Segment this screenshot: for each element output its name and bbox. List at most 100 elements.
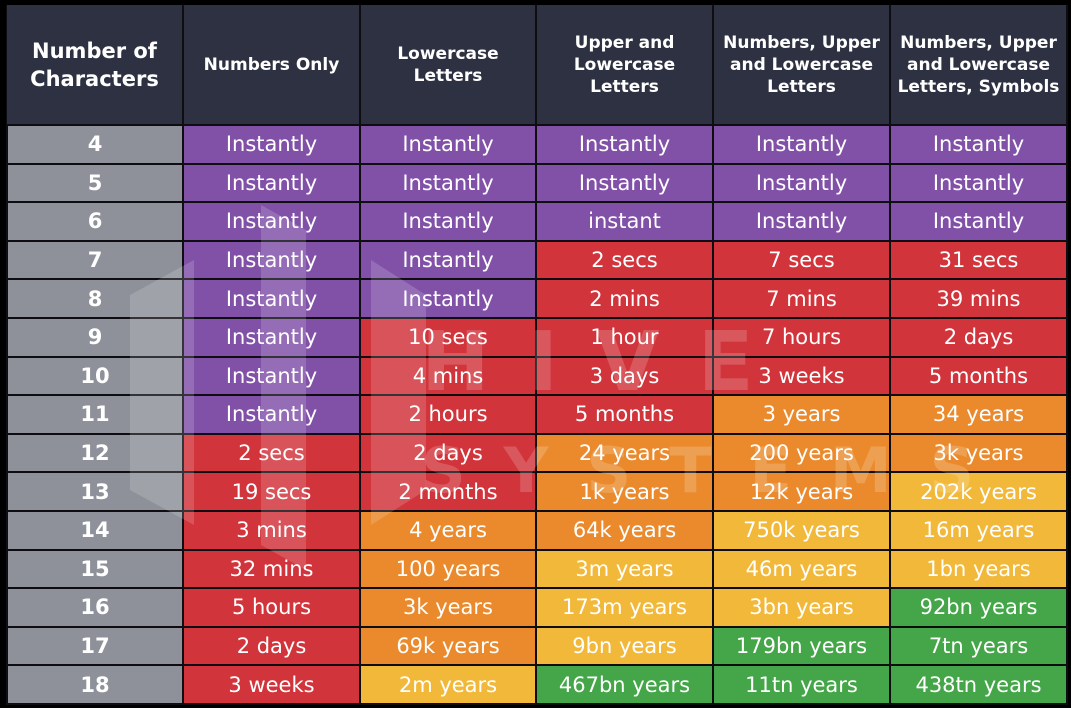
crack-time-cell: Instantly (712, 124, 891, 165)
crack-time-cell: 7 hours (712, 316, 891, 358)
crack-time-cell: 2 hours (359, 394, 537, 435)
character-count-cell: 17 (6, 625, 184, 667)
crack-time-cell: 3 weeks (182, 664, 361, 705)
crack-time-cell: Instantly (359, 278, 537, 319)
column-header: Upper and Lowercase Letters (536, 5, 714, 125)
crack-time-cell: 2 days (359, 432, 537, 474)
character-count-cell: 8 (6, 278, 184, 319)
crack-time-cell: 5 hours (182, 587, 361, 628)
crack-time-cell: 1k years (535, 471, 714, 512)
crack-time-cell: 69k years (359, 625, 537, 667)
character-count-cell: 16 (6, 587, 184, 628)
crack-time-cell: 2 days (889, 316, 1068, 358)
table-row: 10 Instantly 4 mins 3 days 3 weeks 5 months (6, 355, 1068, 397)
crack-time-cell: 1bn years (889, 548, 1068, 590)
crack-time-cell: 12k years (712, 471, 891, 512)
crack-time-cell: 64k years (535, 509, 714, 551)
crack-time-cell: 39 mins (889, 278, 1068, 319)
crack-time-cell: 3 years (712, 394, 891, 435)
crack-time-cell: 179bn years (712, 625, 891, 667)
character-count-cell: 4 (6, 124, 184, 165)
table-row: 8 Instantly Instantly 2 mins 7 mins 39 mins (6, 278, 1068, 319)
crack-time-cell: Instantly (535, 124, 714, 165)
crack-time-cell: 1 hour (535, 316, 714, 358)
table-row: 4 Instantly Instantly Instantly Instantly Ins… (6, 124, 1068, 165)
crack-time-cell: 2 secs (182, 432, 361, 474)
crack-time-cell: 46m years (712, 548, 891, 590)
crack-time-cell: 24 years (535, 432, 714, 474)
character-count-cell: 18 (6, 664, 184, 705)
crack-time-cell: 32 mins (182, 548, 361, 590)
table-row: 14 3 mins 4 years 64k years 750k years 16m ye… (6, 509, 1068, 551)
table-row: 18 3 weeks 2m years 467bn years 11tn years 43… (6, 664, 1068, 705)
character-count-cell: 13 (6, 471, 184, 512)
table-row: 16 5 hours 3k years 173m years 3bn years 92bn… (6, 587, 1068, 628)
crack-time-cell: 467bn years (535, 664, 714, 705)
row-header-label: Number of Characters (7, 5, 184, 125)
crack-time-cell: 4 mins (359, 355, 537, 397)
crack-time-cell: 5 months (889, 355, 1068, 397)
character-count-cell: 6 (6, 201, 184, 242)
crack-time-cell: 7 secs (712, 239, 891, 281)
crack-time-cell: Instantly (359, 201, 537, 242)
crack-time-cell: 7 mins (712, 278, 891, 319)
character-count-cell: 5 (6, 162, 184, 204)
crack-time-cell: Instantly (359, 162, 537, 204)
character-count-cell: 11 (6, 394, 184, 435)
password-table: Number of Characters Numbers Only Lowerc… (6, 5, 1068, 705)
crack-time-cell: Instantly (182, 124, 361, 165)
crack-time-cell: 3m years (535, 548, 714, 590)
crack-time-cell: 2 mins (535, 278, 714, 319)
crack-time-cell: 3 days (535, 355, 714, 397)
crack-time-cell: Instantly (712, 162, 891, 204)
crack-time-cell: 200 years (712, 432, 891, 474)
table-body: 4 Instantly Instantly Instantly Instantly Ins… (6, 124, 1068, 705)
crack-time-cell: Instantly (535, 162, 714, 204)
crack-time-cell: 34 years (889, 394, 1068, 435)
character-count-cell: 10 (6, 355, 184, 397)
crack-time-cell: Instantly (889, 201, 1068, 242)
table-row: 15 32 mins 100 years 3m years 46m years 1bn y… (6, 548, 1068, 590)
crack-time-cell: 16m years (889, 509, 1068, 551)
crack-time-cell: 3k years (359, 587, 537, 628)
character-count-cell: 15 (6, 548, 184, 590)
crack-time-cell: 2m years (359, 664, 537, 705)
character-count-cell: 9 (6, 316, 184, 358)
character-count-cell: 12 (6, 432, 184, 474)
column-header: Numbers Only (183, 5, 361, 125)
crack-time-cell: 4 years (359, 509, 537, 551)
crack-time-cell: 2 secs (535, 239, 714, 281)
crack-time-cell: 3 mins (182, 509, 361, 551)
crack-time-cell: 19 secs (182, 471, 361, 512)
crack-time-cell: 202k years (889, 471, 1068, 512)
crack-time-cell: 2 days (182, 625, 361, 667)
table-row: 9 Instantly 10 secs 1 hour 7 hours 2 days (6, 316, 1068, 358)
table-row: 13 19 secs 2 months 1k years 12k years 202k y… (6, 471, 1068, 512)
crack-time-cell: 3k years (889, 432, 1068, 474)
crack-time-cell: 750k years (712, 509, 891, 551)
character-count-cell: 7 (6, 239, 184, 281)
chart-frame: Number of Characters Numbers Only Lowerc… (6, 5, 1068, 705)
crack-time-cell: Instantly (889, 162, 1068, 204)
crack-time-cell: 92bn years (889, 587, 1068, 628)
crack-time-cell: instant (535, 201, 714, 242)
table-row: 12 2 secs 2 days 24 years 200 years 3k years (6, 432, 1068, 474)
table-row: 6 Instantly Instantly instant Instantly Insta… (6, 201, 1068, 242)
table-row: 17 2 days 69k years 9bn years 179bn years 7tn… (6, 625, 1068, 667)
column-header: Lowercase Letters (360, 5, 537, 125)
crack-time-cell: 7tn years (889, 625, 1068, 667)
crack-time-cell: 10 secs (359, 316, 537, 358)
crack-time-cell: Instantly (712, 201, 891, 242)
table-row: 5 Instantly Instantly Instantly Instantly Ins… (6, 162, 1068, 204)
crack-time-cell: Instantly (182, 316, 361, 358)
crack-time-cell: Instantly (182, 201, 361, 242)
crack-time-cell: 3 weeks (712, 355, 891, 397)
crack-time-cell: 5 months (535, 394, 714, 435)
crack-time-cell: Instantly (359, 239, 537, 281)
header-row: Number of Characters Numbers Only Lowerc… (7, 5, 1068, 125)
crack-time-cell: Instantly (182, 162, 361, 204)
crack-time-cell: Instantly (182, 394, 361, 435)
crack-time-cell: Instantly (182, 239, 361, 281)
crack-time-cell: 100 years (359, 548, 537, 590)
character-count-cell: 14 (6, 509, 184, 551)
